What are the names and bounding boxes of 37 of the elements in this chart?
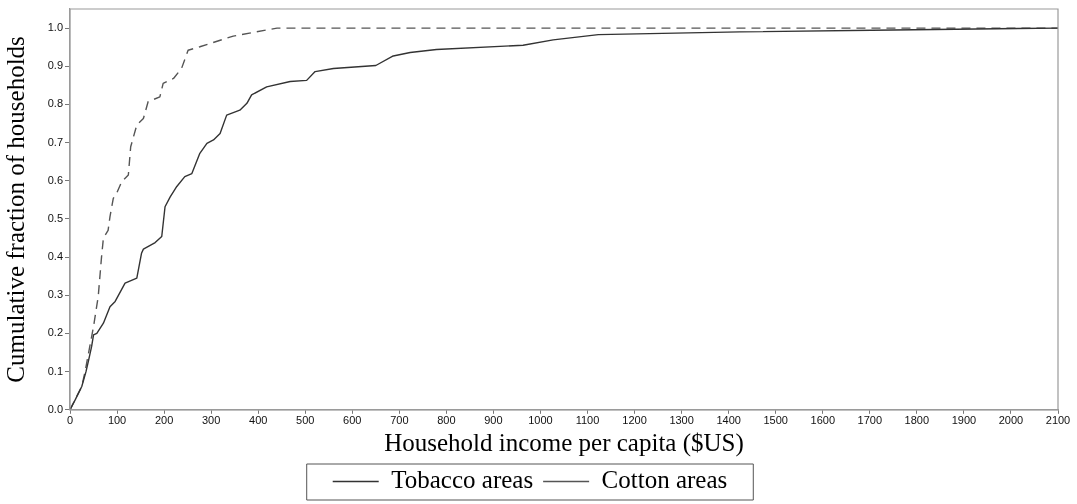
x-tick-label: 1200 <box>622 414 647 427</box>
y-tick-label: 0.5 <box>47 211 63 224</box>
x-tick-label: 2000 <box>998 414 1024 427</box>
y-tick-label: 0.2 <box>47 326 63 339</box>
x-tick-label: 1700 <box>857 414 883 427</box>
y-tick-label: 0.0 <box>47 402 63 415</box>
y-tick-label: 0.9 <box>47 59 63 72</box>
y-tick-label: 0.3 <box>47 288 63 301</box>
x-tick-label: 100 <box>107 414 127 427</box>
x-axis-title: Household income per capita ($US) <box>384 428 744 457</box>
x-tick-label: 300 <box>201 414 221 427</box>
x-tick-label: 1300 <box>669 414 694 427</box>
x-tick-label: 2100 <box>1045 414 1071 427</box>
x-tick-label: 1600 <box>810 414 835 427</box>
y-tick-label: 0.6 <box>47 173 63 186</box>
x-tick-label: 1500 <box>763 414 788 427</box>
y-tick-label: 0.7 <box>47 135 63 148</box>
x-tick-label: 200 <box>154 414 174 427</box>
y-tick-label: 0.1 <box>47 364 63 377</box>
x-tick-label: 1000 <box>528 414 553 427</box>
legend-label: Cotton areas <box>601 466 728 494</box>
y-tick-label: 0.4 <box>47 250 63 263</box>
x-tick-label: 900 <box>484 414 503 427</box>
y-tick-label: 0.8 <box>47 97 63 110</box>
y-axis-title: Cumulative fraction of households <box>1 36 29 383</box>
x-tick-label: 1100 <box>575 414 600 427</box>
x-tick-label: 500 <box>296 414 315 427</box>
x-tick-label: 800 <box>437 414 456 427</box>
x-tick-label: 400 <box>249 414 268 427</box>
x-tick-label: 1400 <box>716 414 741 427</box>
x-tick-label: 1900 <box>951 414 977 427</box>
x-tick-label: 600 <box>343 414 362 427</box>
legend-label: Tobacco areas <box>391 466 534 494</box>
x-tick-label: 0 <box>66 414 74 427</box>
x-tick-label: 700 <box>390 414 409 427</box>
y-tick-label: 1.0 <box>47 21 63 34</box>
x-tick-label: 1800 <box>904 414 930 427</box>
